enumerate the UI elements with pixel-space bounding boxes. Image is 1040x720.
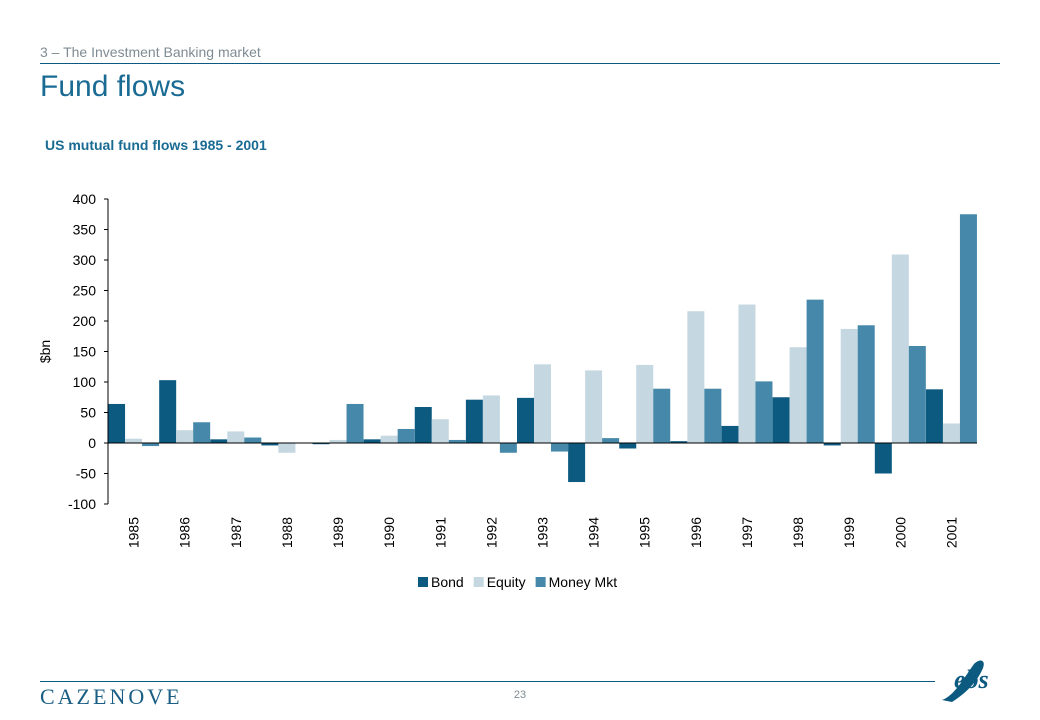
bar-bond-1990 <box>363 439 381 443</box>
bar-money-mkt-1993 <box>551 443 568 452</box>
x-tick-label-1986: 1986 <box>177 517 193 548</box>
y-tick-label: 50 <box>80 405 96 421</box>
bar-money-mkt-1990 <box>397 428 415 443</box>
bars-group <box>108 214 977 483</box>
bar-equity-1990 <box>380 435 398 443</box>
bar-bond-1996 <box>670 441 688 443</box>
bar-equity-1997 <box>738 304 756 443</box>
bar-bond-1986 <box>159 380 177 443</box>
x-tick-label-1990: 1990 <box>381 517 397 548</box>
legend-swatch-money-mkt <box>535 577 546 587</box>
bar-bond-1998 <box>772 397 790 443</box>
bar-equity-1996 <box>687 311 705 443</box>
bar-money-mkt-1998 <box>806 299 824 443</box>
bar-bond-1985 <box>108 403 126 443</box>
bar-equity-1998 <box>789 347 807 443</box>
y-tick-label: 250 <box>73 283 97 299</box>
bar-equity-1994 <box>585 370 603 443</box>
bar-bond-1995 <box>619 443 637 449</box>
bar-equity-2000 <box>891 254 909 443</box>
bar-money-mkt-1985 <box>142 443 160 447</box>
bar-bond-1989 <box>312 443 330 445</box>
legend-label-bond: Bond <box>431 574 464 590</box>
y-tick-label: 350 <box>73 222 97 238</box>
legend-label-equity: Equity <box>487 574 526 590</box>
y-tick-label: 200 <box>73 313 97 329</box>
y-tick-label: 300 <box>73 252 97 268</box>
bar-bond-1994 <box>568 443 586 483</box>
ebs-logo-swoosh <box>942 660 984 702</box>
x-tick-label-1985: 1985 <box>126 517 142 548</box>
cazenove-logo: CAZENOVE <box>40 684 183 709</box>
x-tick-label-1988: 1988 <box>279 517 295 548</box>
bar-money-mkt-1992 <box>499 443 517 453</box>
bar-bond-1987 <box>210 439 228 443</box>
x-tick-label-1996: 1996 <box>688 517 704 548</box>
y-axis-title: $bn <box>37 340 53 363</box>
y-tick-label: 100 <box>73 374 97 390</box>
ebs-logo-text: ebs <box>954 665 989 694</box>
bar-bond-1988 <box>261 443 279 446</box>
bar-equity-1995 <box>636 364 654 443</box>
bar-equity-1985 <box>125 438 143 443</box>
bar-equity-2001 <box>942 423 960 443</box>
bar-money-mkt-1996 <box>704 388 722 443</box>
bar-money-mkt-1994 <box>602 438 620 443</box>
bar-money-mkt-1986 <box>193 422 211 443</box>
header-divider <box>40 63 1000 64</box>
x-tick-label-1999: 1999 <box>841 517 857 548</box>
footer-divider <box>40 681 935 682</box>
bar-equity-1999 <box>840 328 858 443</box>
y-tick-label: -50 <box>76 466 96 482</box>
y-tick-label: 150 <box>73 344 97 360</box>
x-tick-label-1987: 1987 <box>228 517 244 548</box>
bar-bond-1992 <box>465 399 483 443</box>
x-tick-label-1998: 1998 <box>790 517 806 548</box>
x-tick-label-2001: 2001 <box>943 517 959 548</box>
axes-group: -100 -50 0 50 100 150 200 250 300 350 400 $bn 1985 19… <box>37 191 977 548</box>
page-title: Fund flows <box>40 70 186 103</box>
x-tick-label-1994: 1994 <box>586 517 602 548</box>
bar-equity-1993 <box>534 364 551 443</box>
chart-title: US mutual fund flows 1985 - 2001 <box>45 137 267 153</box>
x-tick-label-1995: 1995 <box>637 517 653 548</box>
bar-bond-1991 <box>414 407 432 443</box>
x-tick-label-2000: 2000 <box>892 517 908 548</box>
bar-money-mkt-1987 <box>244 437 262 443</box>
bar-money-mkt-2000 <box>908 346 926 443</box>
section-label: 3 – The Investment Banking market <box>40 44 261 60</box>
x-tick-label-1997: 1997 <box>739 517 755 548</box>
x-tick-label-1993: 1993 <box>535 517 551 548</box>
chart-legend: Bond Equity Money Mkt <box>418 574 617 590</box>
y-tick-label: 400 <box>73 191 97 207</box>
bar-bond-1993 <box>517 397 534 443</box>
bar-money-mkt-1999 <box>857 325 875 443</box>
bar-bond-1997 <box>721 425 739 443</box>
bar-equity-1991 <box>431 419 449 443</box>
bar-bond-2000 <box>874 443 892 474</box>
y-tick-label: -100 <box>68 496 96 512</box>
legend-swatch-equity <box>473 577 484 587</box>
page-number: 23 <box>513 689 527 701</box>
bar-money-mkt-2001 <box>959 214 977 443</box>
bar-money-mkt-1997 <box>755 381 773 443</box>
bar-equity-1992 <box>482 395 500 443</box>
bar-money-mkt-1991 <box>448 439 466 443</box>
x-tick-label-1992: 1992 <box>483 517 499 548</box>
x-tick-label-1991: 1991 <box>432 517 448 548</box>
bar-money-mkt-1995 <box>653 388 671 443</box>
legend-swatch-bond <box>418 577 428 587</box>
x-tick-label-1989: 1989 <box>330 517 346 548</box>
bar-equity-1989 <box>329 439 347 443</box>
legend-label-money-mkt: Money Mkt <box>549 574 618 590</box>
bar-bond-2001 <box>925 389 943 443</box>
bar-equity-1987 <box>227 431 245 443</box>
bar-bond-1999 <box>823 443 841 446</box>
ebs-logo: ebs <box>942 660 989 702</box>
bar-equity-1986 <box>176 430 194 443</box>
bar-money-mkt-1989 <box>346 403 364 443</box>
bar-equity-1988 <box>278 443 296 453</box>
y-tick-label: 0 <box>88 435 96 451</box>
